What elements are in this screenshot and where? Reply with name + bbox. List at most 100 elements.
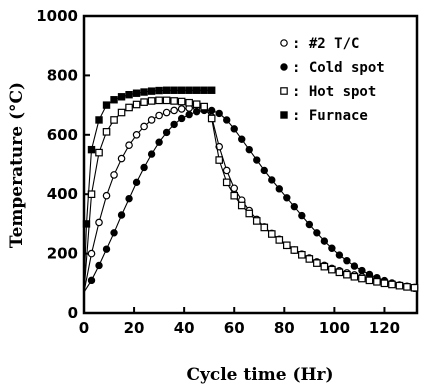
- data-point: [162, 86, 171, 94]
- data-point: [162, 96, 171, 105]
- data-point: [200, 102, 208, 111]
- data-point: [95, 148, 103, 157]
- data-point: [95, 261, 103, 270]
- data-point: [358, 266, 366, 275]
- data-point: [380, 279, 389, 288]
- data-point: [267, 230, 276, 238]
- data-point: [313, 229, 321, 237]
- data-point: [207, 106, 216, 115]
- data-point: [290, 202, 299, 211]
- data-point: [140, 163, 148, 172]
- legend: : #2 T/C: Cold spot: Hot spot: Furnace: [280, 36, 385, 124]
- data-point: [350, 272, 359, 281]
- data-point: [102, 101, 111, 109]
- data-point: [140, 88, 148, 96]
- data-point: [140, 122, 148, 131]
- data-point: [283, 194, 291, 202]
- data-point: [373, 278, 381, 286]
- data-point: [162, 108, 171, 117]
- data-point: [328, 265, 336, 274]
- x-axis-title: Cycle time (Hr): [186, 365, 333, 385]
- data-point: [305, 255, 314, 263]
- data-point: [185, 86, 193, 94]
- data-point: [147, 87, 156, 95]
- data-point: [117, 93, 126, 101]
- legend-marker: [280, 63, 288, 71]
- legend-marker: [280, 87, 288, 95]
- x-tick-label: 60: [224, 319, 245, 337]
- y-tick-label: 400: [47, 185, 78, 203]
- data-point: [102, 128, 111, 136]
- data-point: [237, 201, 246, 210]
- data-point: [155, 86, 163, 95]
- data-point: [215, 109, 223, 118]
- data-point: [132, 178, 141, 187]
- x-tick-label: 20: [124, 319, 145, 337]
- data-point: [185, 98, 193, 107]
- data-point: [110, 116, 118, 124]
- data-point: [117, 154, 126, 163]
- data-point: [200, 86, 208, 94]
- data-point: [132, 89, 141, 97]
- data-point: [230, 191, 239, 200]
- data-point: [230, 125, 238, 133]
- data-point: [388, 280, 396, 289]
- data-point: [223, 116, 231, 124]
- data-point: [253, 156, 261, 164]
- data-point: [110, 96, 118, 104]
- data-point: [207, 86, 216, 94]
- data-point: [207, 114, 216, 123]
- y-tick-label: 1000: [36, 7, 78, 25]
- data-point: [170, 120, 178, 129]
- y-tick-label: 0: [68, 304, 78, 322]
- data-point: [320, 262, 329, 271]
- legend-marker: [280, 111, 288, 119]
- data-point: [343, 257, 351, 265]
- data-point: [290, 246, 299, 254]
- data-point: [177, 114, 186, 123]
- plot-frame: [82, 14, 419, 315]
- x-tick-label: 80: [274, 319, 295, 337]
- data-point: [125, 194, 133, 203]
- legend-entry: : Furnace: [292, 108, 368, 124]
- data-point: [305, 220, 314, 229]
- data-point: [102, 245, 111, 253]
- series-2: [83, 96, 419, 293]
- data-point: [177, 86, 186, 94]
- data-point: [125, 103, 133, 112]
- data-point: [170, 106, 178, 115]
- data-point: [155, 96, 163, 105]
- data-point: [335, 268, 344, 277]
- data-point: [275, 236, 284, 244]
- data-point: [238, 135, 246, 143]
- data-point: [155, 111, 163, 120]
- data-point: [403, 283, 411, 291]
- data-point: [87, 190, 96, 199]
- data-point: [343, 270, 351, 279]
- data-point: [222, 178, 231, 187]
- data-point: [335, 251, 344, 259]
- data-point: [125, 141, 133, 149]
- y-tick-label: 600: [47, 126, 78, 144]
- data-point: [185, 110, 193, 119]
- data-point: [87, 145, 96, 154]
- data-point: [177, 105, 186, 113]
- data-point: [192, 107, 201, 116]
- data-point: [95, 116, 103, 124]
- x-tick-label: 40: [174, 319, 195, 337]
- data-point: [170, 86, 178, 94]
- x-tick-label: 0: [79, 319, 89, 337]
- data-point: [110, 229, 118, 237]
- data-point: [260, 223, 269, 232]
- data-point: [132, 131, 141, 139]
- series-line: [83, 109, 415, 293]
- x-tick-label: 120: [369, 319, 400, 337]
- data-point: [162, 128, 171, 137]
- y-tick-label: 800: [47, 66, 78, 84]
- data-point: [87, 276, 96, 285]
- data-point: [358, 274, 366, 283]
- data-point: [283, 241, 291, 250]
- series-3: [82, 86, 216, 290]
- data-point: [395, 281, 404, 290]
- data-point: [155, 138, 163, 146]
